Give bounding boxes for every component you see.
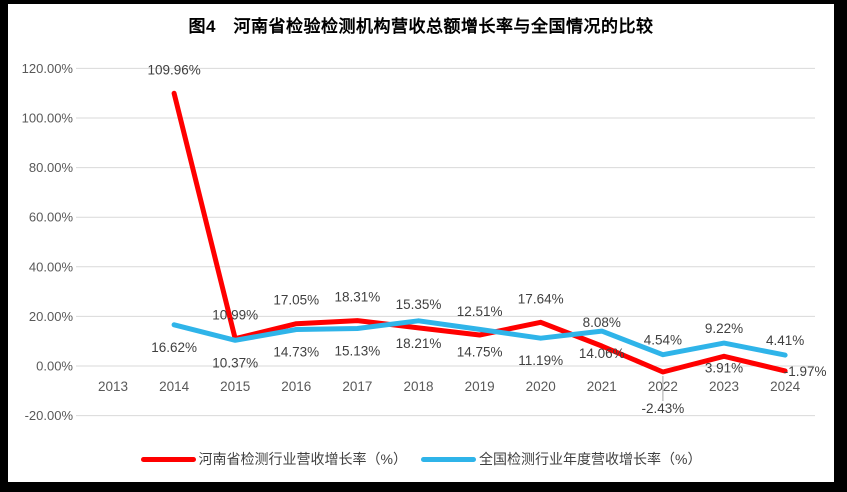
legend-label-henan: 河南省检测行业营收增长率（%）	[198, 451, 407, 467]
line-chart: 120.00% 100.00% 80.00% 60.00% 40.00% 20.00% 0.…	[22, 61, 827, 423]
data-label: 3.91%	[705, 360, 743, 375]
chart-title: 图4 河南省检验检测机构营收总额增长率与全国情况的比较	[188, 17, 654, 36]
x-axis-tick-label: 2014	[159, 379, 190, 394]
x-axis-tick-label: 2016	[281, 379, 311, 394]
data-label: 16.62%	[151, 340, 197, 355]
data-label: 4.54%	[644, 333, 682, 348]
y-axis-tick-label: -20.00%	[25, 408, 74, 423]
x-axis-tick-label: 2021	[587, 379, 617, 394]
legend-item-national: 全国检测行业年度营收增长率（%）	[421, 449, 701, 469]
data-label: -1.97%	[784, 364, 827, 379]
legend-swatch-henan	[140, 456, 196, 462]
data-label: 17.05%	[273, 293, 319, 308]
legend: 河南省检测行业营收增长率（%） 全国检测行业年度营收增长率（%）	[8, 449, 834, 469]
data-label: 11.19%	[518, 353, 563, 368]
data-label: 9.22%	[705, 321, 743, 336]
y-axis-tick-label: 0.00%	[36, 359, 73, 374]
y-axis-tick-label: 120.00%	[22, 61, 74, 76]
y-axis-tick-label: 80.00%	[29, 160, 74, 175]
x-axis-tick-label: 2013	[98, 379, 128, 394]
y-axis-tick-label: 60.00%	[29, 210, 74, 225]
x-axis-tick-label: 2018	[403, 379, 433, 394]
x-axis-tick-label: 2019	[465, 379, 495, 394]
data-label: 14.73%	[273, 344, 319, 359]
data-label: 109.96%	[147, 62, 200, 77]
legend-swatch-national	[421, 456, 476, 462]
data-label: 8.08%	[583, 315, 621, 330]
x-axis-tick-label: 2015	[220, 379, 250, 394]
x-axis-tick-label: 2017	[342, 379, 372, 394]
data-label: -2.43%	[642, 401, 685, 416]
data-label: 10.37%	[212, 355, 258, 370]
x-axis-tick-label: 2024	[770, 379, 801, 394]
data-label: 10.99%	[212, 308, 258, 323]
x-axis-tick-label: 2020	[526, 379, 556, 394]
data-label: 14.06%	[579, 346, 625, 361]
x-axis-tick-label: 2023	[709, 379, 739, 394]
data-label: 12.51%	[457, 304, 503, 319]
legend-item-henan: 河南省检测行业营收增长率（%）	[140, 449, 407, 469]
legend-label-national: 全国检测行业年度营收增长率（%）	[479, 451, 702, 467]
data-label: 15.13%	[335, 343, 381, 358]
data-label: 4.41%	[766, 333, 804, 348]
series-line-henan	[171, 90, 788, 375]
series-line-national	[171, 318, 788, 358]
data-label: 18.31%	[335, 290, 381, 305]
data-label: 15.35%	[396, 297, 442, 312]
y-axis-tick-label: 100.00%	[22, 111, 74, 126]
data-label: 18.21%	[396, 336, 442, 351]
y-axis-tick-label: 40.00%	[29, 259, 74, 274]
data-label: 17.64%	[518, 291, 564, 306]
y-axis-tick-label: 20.00%	[29, 309, 74, 324]
data-label: 14.75%	[457, 344, 503, 359]
